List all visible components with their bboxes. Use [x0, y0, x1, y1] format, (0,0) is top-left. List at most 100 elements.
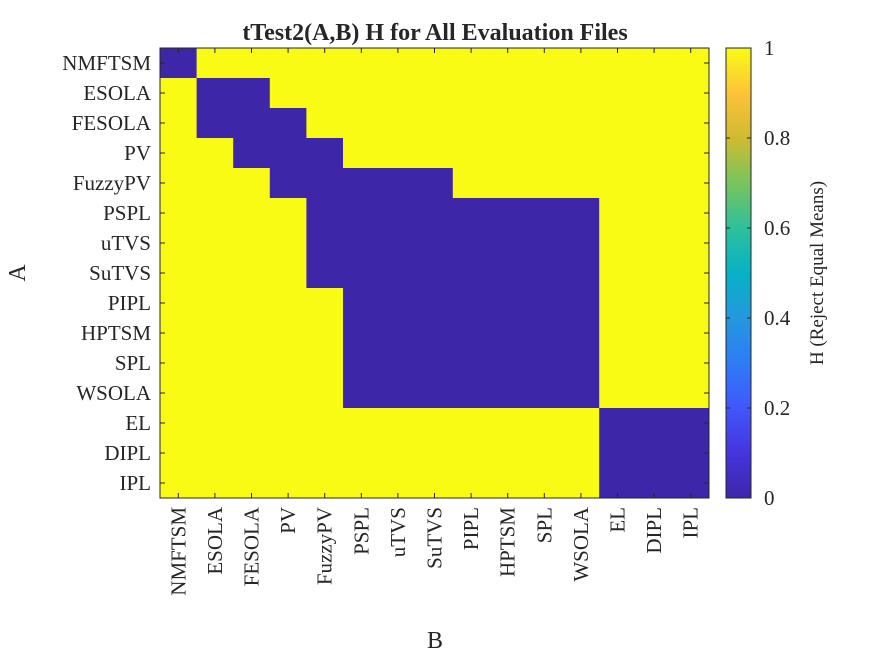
heatmap-cell — [160, 78, 198, 109]
heatmap-cell — [233, 108, 271, 139]
heatmap-cell — [635, 198, 673, 229]
heatmap-cell — [635, 258, 673, 289]
heatmap-cell — [635, 288, 673, 319]
heatmap-cell — [489, 228, 527, 259]
heatmap-cell — [489, 408, 527, 439]
heatmap-cell — [379, 48, 417, 79]
heatmap-cell — [526, 138, 564, 169]
heatmap-cell — [269, 288, 307, 319]
heatmap-cell — [343, 378, 381, 409]
heatmap-cell — [269, 258, 307, 289]
heatmap-cell — [489, 258, 527, 289]
heatmap-cell — [196, 378, 234, 409]
heatmap-cell — [343, 318, 381, 349]
heatmap-cell — [379, 348, 417, 379]
x-tick-label: FuzzyPV — [313, 507, 337, 585]
heatmap-cell — [160, 138, 198, 169]
heatmap-cell — [672, 348, 710, 379]
heatmap-cell — [452, 288, 490, 319]
heatmap-cell — [635, 48, 673, 79]
heatmap-cell — [160, 168, 198, 199]
heatmap-cell — [562, 348, 600, 379]
heatmap-cell — [306, 48, 344, 79]
heatmap-cell — [160, 318, 198, 349]
heatmap-cell — [196, 108, 234, 139]
x-tick-label: WSOLA — [569, 506, 593, 581]
heatmap-cell — [306, 318, 344, 349]
heatmap-cell — [233, 258, 271, 289]
heatmap-cell — [452, 348, 490, 379]
heatmap-cell — [599, 438, 637, 469]
heatmap-cell — [160, 408, 198, 439]
heatmap-cell — [562, 288, 600, 319]
heatmap-cells — [160, 48, 710, 499]
heatmap-cell — [562, 408, 600, 439]
heatmap-cell — [196, 78, 234, 109]
plot-frame — [159, 47, 710, 499]
heatmap-cell — [452, 78, 490, 109]
y-tick-labels: NMFTSM ESOLA FESOLA PV FuzzyPV PSPL uTVS SuTVS P… — [62, 51, 152, 495]
heatmap-cell — [635, 408, 673, 439]
heatmap-cell — [452, 138, 490, 169]
heatmap-cell — [343, 198, 381, 229]
y-tick-label: DIPL — [104, 441, 151, 465]
heatmap-cell — [562, 228, 600, 259]
heatmap-cell — [269, 438, 307, 469]
heatmap-cell — [343, 288, 381, 319]
heatmap-cell — [416, 438, 454, 469]
heatmap-cell — [379, 108, 417, 139]
heatmap-cell — [599, 408, 637, 439]
heatmap-cell — [160, 198, 198, 229]
y-tick-label: EL — [125, 411, 151, 435]
heatmap-cell — [416, 198, 454, 229]
x-tick-label: SuTVS — [423, 507, 447, 569]
heatmap-cell — [379, 258, 417, 289]
heatmap-cell — [672, 108, 710, 139]
colorbar — [725, 47, 752, 499]
heatmap-cell — [526, 48, 564, 79]
y-tick-label: SuTVS — [89, 261, 151, 285]
heatmap-cell — [379, 198, 417, 229]
heatmap-cell — [672, 168, 710, 199]
heatmap-cell — [269, 108, 307, 139]
heatmap-cell — [635, 228, 673, 259]
heatmap-cell — [269, 78, 307, 109]
heatmap-cell — [562, 78, 600, 109]
x-tick-label: IPL — [679, 507, 703, 539]
y-tick-label: uTVS — [101, 231, 151, 255]
heatmap-cell — [416, 258, 454, 289]
heatmap-cell — [343, 168, 381, 199]
heatmap-cell — [526, 258, 564, 289]
heatmap-cell — [416, 318, 454, 349]
y-tick-label: NMFTSM — [62, 51, 151, 75]
heatmap-cell — [379, 138, 417, 169]
y-axis-label: A — [5, 264, 31, 282]
heatmap-cell — [196, 138, 234, 169]
heatmap-cell — [416, 138, 454, 169]
heatmap-cell — [489, 78, 527, 109]
heatmap-cell — [269, 168, 307, 199]
heatmap-cell — [526, 168, 564, 199]
colorbar-tick-label: 0 — [764, 486, 775, 510]
heatmap-cell — [526, 108, 564, 139]
heatmap-cell — [489, 378, 527, 409]
colorbar-tick-label: 0.2 — [764, 396, 790, 420]
heatmap-cell — [196, 288, 234, 319]
heatmap-cell — [672, 438, 710, 469]
y-tick-label: ESOLA — [83, 81, 152, 105]
heatmap-cell — [452, 318, 490, 349]
heatmap-cell — [196, 48, 234, 79]
axis-ticks — [160, 48, 709, 498]
heatmap-cell — [526, 378, 564, 409]
heatmap-cell — [306, 288, 344, 319]
heatmap-cell — [160, 228, 198, 259]
heatmap-cell — [672, 318, 710, 349]
heatmap-cell — [269, 348, 307, 379]
heatmap-cell — [416, 348, 454, 379]
heatmap-cell — [160, 288, 198, 319]
y-tick-label: PSPL — [103, 201, 151, 225]
heatmap-cell — [599, 168, 637, 199]
heatmap-cell — [526, 288, 564, 319]
heatmap-cell — [562, 198, 600, 229]
chart-title: tTest2(A,B) H for All Evaluation Files — [242, 20, 627, 46]
